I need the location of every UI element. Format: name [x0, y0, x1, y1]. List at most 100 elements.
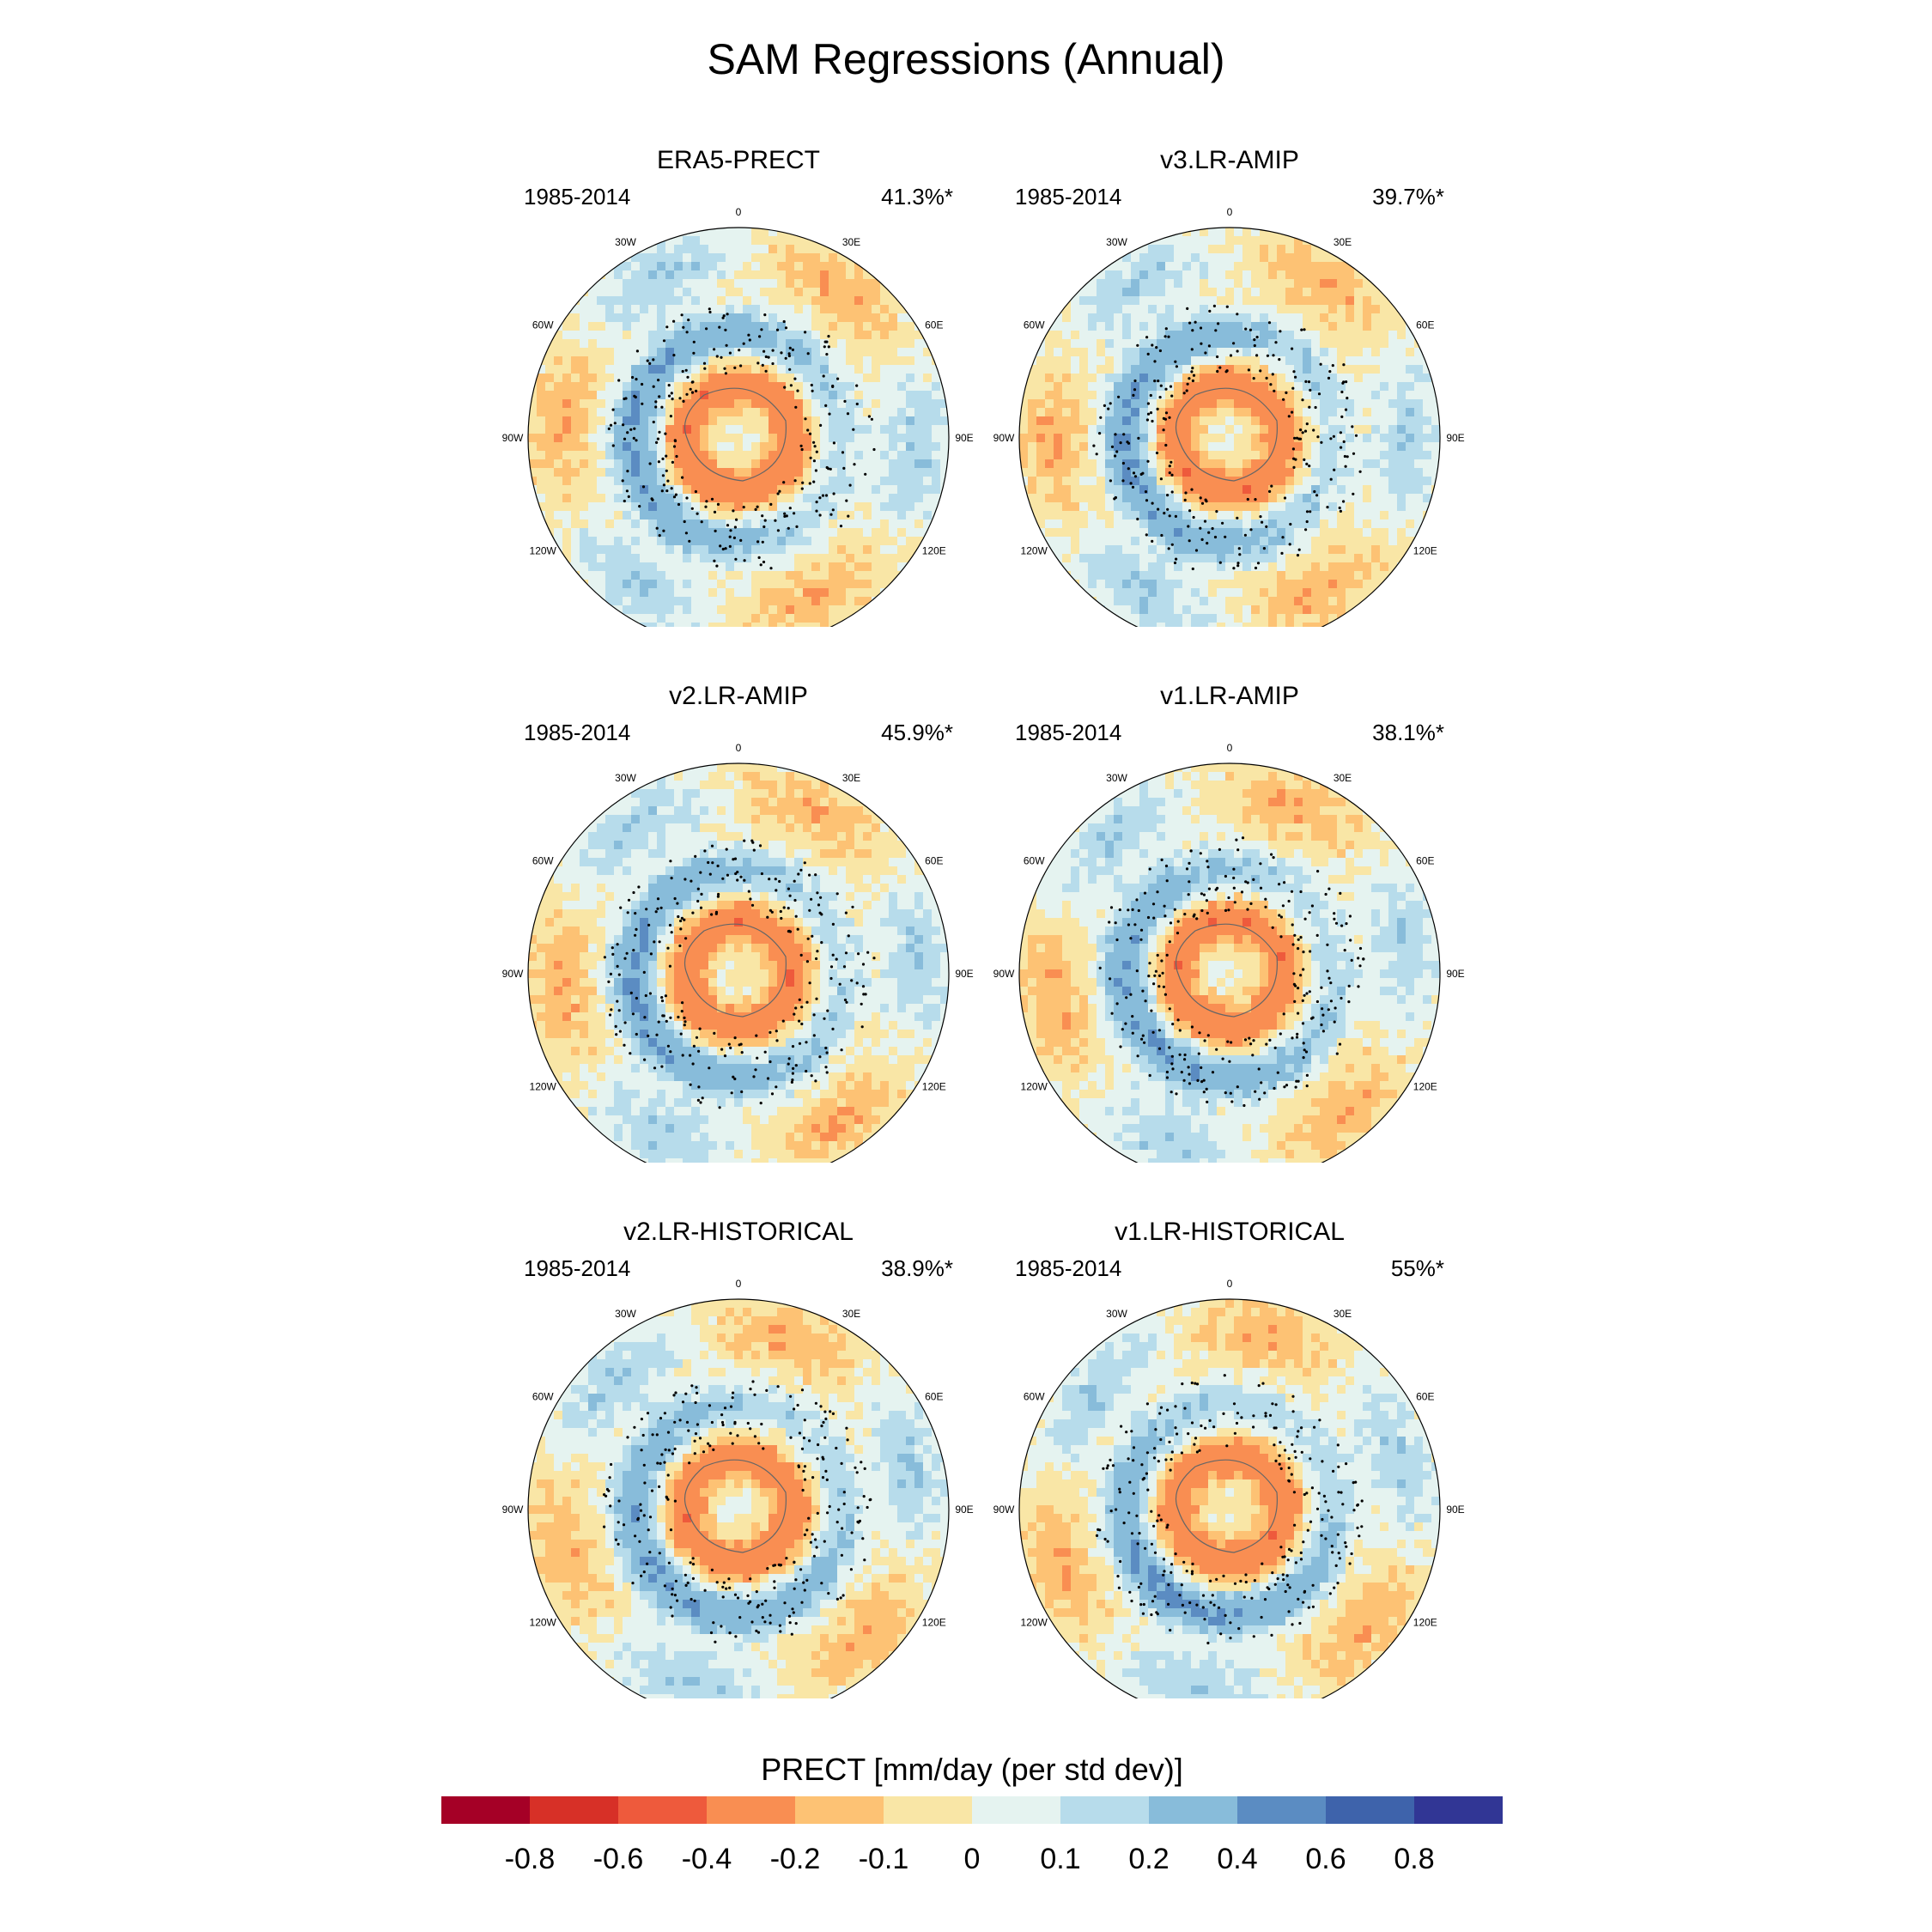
longitude-label: 0: [736, 206, 742, 218]
longitude-label: 30W: [1106, 772, 1127, 784]
polar-map: 030E60E90E120E150E180150W120W90W60W30W: [502, 206, 974, 627]
colorbar-tick-label: 0.8: [1394, 1843, 1434, 1875]
panel-variance-explained: 41.3%*: [881, 184, 953, 210]
colorbar-svg: -0.8 -0.6 -0.4 -0.2 -0.1 0 0.1 0.2 0.4 0.6 0.8: [441, 1796, 1503, 1875]
longitude-label: 60E: [925, 319, 943, 331]
colorbar-swatch: [795, 1796, 884, 1824]
panel-title: v1.LR-HISTORICAL: [1115, 1218, 1345, 1246]
colorbar-swatch: [972, 1796, 1061, 1824]
figure-title: SAM Regressions (Annual): [707, 35, 1225, 83]
longitude-label: 90W: [993, 432, 1015, 444]
longitude-label: 30W: [615, 772, 636, 784]
longitude-label: 30E: [842, 1308, 860, 1320]
polar-map: 030E60E90E120E150E180150W120W90W60W30W: [993, 1278, 1465, 1698]
colorbar-swatch: [1326, 1796, 1415, 1824]
panel-title: v2.LR-HISTORICAL: [623, 1218, 854, 1246]
colorbar-swatch: [1149, 1796, 1238, 1824]
longitude-label: 90E: [1446, 1504, 1464, 1516]
colorbar-swatch: [441, 1796, 531, 1824]
longitude-label: 60W: [532, 319, 554, 331]
longitude-label: 0: [736, 742, 742, 754]
longitude-label: 120W: [1021, 1081, 1048, 1093]
colorbar-tick-label: -0.6: [593, 1843, 644, 1875]
longitude-label: 90E: [955, 432, 973, 444]
panel-period: 1985-2014: [1015, 1255, 1122, 1281]
longitude-label: 90W: [993, 1504, 1015, 1516]
colorbar-swatch: [1060, 1796, 1150, 1824]
colorbar-swatch: [1237, 1796, 1327, 1824]
panel-period: 1985-2014: [524, 184, 631, 210]
panel-variance-explained: 38.9%*: [881, 1255, 953, 1281]
panel-variance-explained: 38.1%*: [1372, 720, 1444, 745]
longitude-label: 120E: [922, 545, 946, 557]
longitude-label: 30E: [842, 236, 860, 248]
panel-period: 1985-2014: [1015, 720, 1122, 745]
longitude-label: 60E: [925, 855, 943, 867]
longitude-label: 120W: [530, 545, 557, 557]
longitude-label: 90E: [1446, 432, 1464, 444]
panel-period: 1985-2014: [1015, 184, 1122, 210]
colorbar-swatch: [618, 1796, 708, 1824]
colorbar-swatch: [707, 1796, 796, 1824]
colorbar: PRECT [mm/day (per std dev)] -0.8 -0.6 -0.…: [441, 1752, 1503, 1889]
longitude-label: 120E: [922, 1081, 946, 1093]
polar-map: 030E60E90E120E150E180150W120W90W60W30W: [993, 742, 1465, 1163]
longitude-label: 60W: [532, 1391, 554, 1403]
longitude-label: 120W: [1021, 1617, 1048, 1629]
longitude-label: 90W: [993, 968, 1015, 980]
longitude-label: 120E: [922, 1617, 946, 1629]
longitude-label: 30W: [615, 236, 636, 248]
longitude-label: 30W: [1106, 236, 1127, 248]
longitude-label: 60W: [532, 855, 554, 867]
colorbar-label: PRECT [mm/day (per std dev)]: [761, 1752, 1183, 1787]
longitude-label: 30E: [842, 772, 860, 784]
colorbar-tick-label: -0.2: [770, 1843, 821, 1875]
longitude-label: 60E: [1416, 855, 1434, 867]
longitude-label: 90E: [955, 1504, 973, 1516]
colorbar-swatch: [884, 1796, 973, 1824]
longitude-label: 60E: [1416, 319, 1434, 331]
polar-map: 030E60E90E120E150E180150W120W90W60W30W: [993, 206, 1465, 627]
map-panel: v1.LR-AMIP 1985-2014 38.1%* 0 30E 60E 90E 120E 1…: [981, 682, 1479, 1163]
longitude-label: 60W: [1024, 1391, 1045, 1403]
longitude-label: 120W: [530, 1617, 557, 1629]
longitude-label: 90E: [955, 968, 973, 980]
longitude-label: 30E: [1334, 772, 1352, 784]
longitude-label: 120W: [530, 1081, 557, 1093]
panel-variance-explained: 45.9%*: [881, 720, 953, 745]
map-panel: v3.LR-AMIP 1985-2014 39.7%* 0 30E 60E 90E 120E 1…: [981, 146, 1479, 627]
colorbar-swatch: [530, 1796, 619, 1824]
longitude-label: 0: [1227, 1278, 1233, 1290]
polar-map: 030E60E90E120E150E180150W120W90W60W30W: [502, 1278, 974, 1698]
colorbar-tick-label: 0.6: [1305, 1843, 1346, 1875]
longitude-label: 30E: [1334, 1308, 1352, 1320]
longitude-label: 90W: [502, 968, 524, 980]
longitude-label: 120E: [1413, 545, 1437, 557]
longitude-label: 60W: [1024, 319, 1045, 331]
colorbar-tick-label: 0.1: [1040, 1843, 1080, 1875]
panel-title: v3.LR-AMIP: [1160, 146, 1299, 174]
polar-map: 030E60E90E120E150E180150W120W90W60W30W: [502, 742, 974, 1163]
map-panel: v2.LR-AMIP 1985-2014 45.9%* 0 30E 60E 90E 120E 1…: [489, 682, 987, 1163]
longitude-label: 0: [1227, 742, 1233, 754]
panel-variance-explained: 39.7%*: [1372, 184, 1444, 210]
panel-title: v1.LR-AMIP: [1160, 682, 1299, 710]
panel-period: 1985-2014: [524, 1255, 631, 1281]
panel-title: ERA5-PRECT: [656, 146, 821, 174]
longitude-label: 120E: [1413, 1617, 1437, 1629]
longitude-label: 120W: [1021, 545, 1048, 557]
longitude-label: 0: [736, 1278, 742, 1290]
colorbar-tick-label: 0.4: [1217, 1843, 1257, 1875]
colorbar-swatch: [1414, 1796, 1503, 1824]
colorbar-tick-label: -0.4: [682, 1843, 732, 1875]
longitude-label: 90W: [502, 1504, 524, 1516]
colorbar-tick-label: -0.1: [859, 1843, 909, 1875]
longitude-label: 120E: [1413, 1081, 1437, 1093]
longitude-label: 90W: [502, 432, 524, 444]
colorbar-tick-label: 0: [964, 1843, 981, 1875]
map-panel: ERA5-PRECT 1985-2014 41.3%* 0 30E 60E 90E 120E 1…: [489, 146, 987, 627]
longitude-label: 0: [1227, 206, 1233, 218]
colorbar-tick-label: 0.2: [1128, 1843, 1169, 1875]
colorbar-tick-label: -0.8: [505, 1843, 556, 1875]
longitude-label: 30W: [615, 1308, 636, 1320]
